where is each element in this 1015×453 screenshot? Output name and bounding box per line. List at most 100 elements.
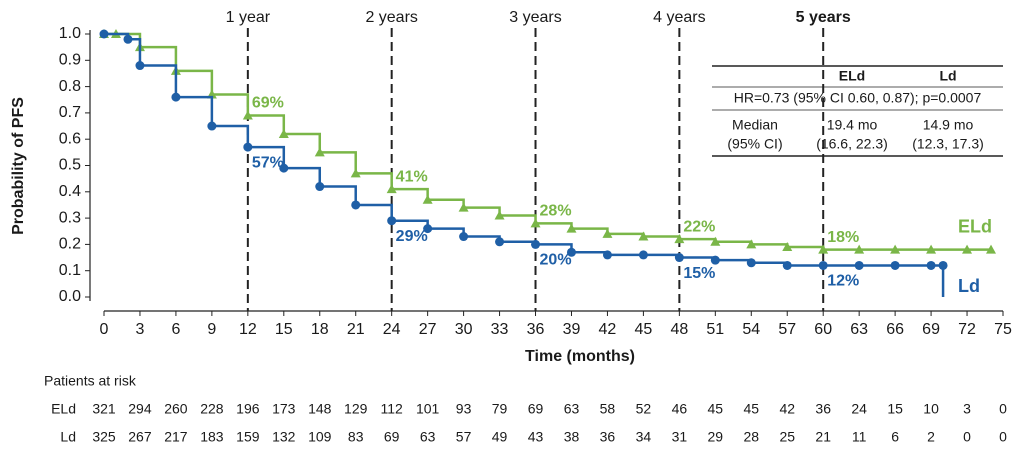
x-tick-label: 63 (850, 321, 868, 338)
x-tick-label: 12 (239, 321, 257, 338)
table-hr: HR=0.73 (95% CI 0.60, 0.87); p=0.0007 (734, 90, 982, 106)
series-label: Ld (958, 276, 980, 296)
censor-mark (962, 244, 973, 254)
at-risk-value: 10 (923, 401, 939, 417)
censor-mark (986, 244, 997, 254)
eld-milestone-value: 69% (252, 95, 284, 112)
x-tick-label: 30 (455, 321, 473, 338)
eld-milestone-value: 18% (827, 229, 859, 246)
at-risk-value: 260 (164, 401, 188, 417)
at-risk-value: 159 (236, 429, 260, 445)
censor-mark (854, 260, 864, 270)
x-axis-title: Time (months) (525, 348, 635, 365)
y-tick-label: 0.4 (59, 183, 81, 200)
at-risk-value: 3 (963, 401, 971, 417)
y-tick-label: 0.6 (59, 130, 81, 147)
y-tick-label: 0.7 (59, 104, 81, 121)
at-risk-value: 29 (708, 429, 724, 445)
at-risk-value: 132 (272, 429, 296, 445)
at-risk-value: 2 (927, 429, 935, 445)
table-cell: Median (732, 117, 778, 133)
at-risk-row-label: ELd (51, 401, 76, 417)
x-tick-label: 66 (886, 321, 904, 338)
y-tick-label: 1.0 (59, 25, 81, 42)
censor-mark (278, 128, 289, 138)
at-risk-value: 325 (92, 429, 116, 445)
censor-mark (710, 236, 721, 246)
censor-mark (926, 244, 937, 254)
y-tick-label: 0.8 (59, 78, 81, 95)
censor-mark (242, 110, 253, 120)
censor-mark (123, 34, 133, 44)
at-risk-value: 173 (272, 401, 296, 417)
censor-mark (243, 142, 253, 152)
at-risk-value: 36 (600, 429, 616, 445)
x-tick-label: 54 (742, 321, 760, 338)
at-risk-value: 36 (815, 401, 831, 417)
x-tick-label: 18 (311, 321, 329, 338)
table-cell: 19.4 mo (827, 117, 878, 133)
y-tick-label: 0.3 (59, 209, 81, 226)
at-risk-title: Patients at risk (44, 373, 137, 389)
at-risk-value: 217 (164, 429, 188, 445)
at-risk-value: 0 (963, 429, 971, 445)
y-axis-title: Probability of PFS (10, 97, 27, 235)
censor-mark (890, 244, 901, 254)
x-tick-label: 27 (419, 321, 437, 338)
at-risk-value: 25 (779, 429, 795, 445)
y-tick-label: 0.5 (59, 157, 81, 174)
milestone-label: 4 years (653, 9, 705, 26)
at-risk-row-label: Ld (60, 429, 76, 445)
table-cell: (95% CI) (727, 136, 782, 152)
censor-mark (207, 121, 217, 131)
x-tick-label: 36 (527, 321, 545, 338)
x-tick-label: 69 (922, 321, 940, 338)
at-risk-value: 294 (128, 401, 152, 417)
censor-mark (530, 218, 541, 228)
censor-mark (459, 232, 469, 242)
at-risk-value: 31 (672, 429, 688, 445)
at-risk-value: 112 (381, 401, 404, 417)
at-risk-value: 0 (999, 429, 1007, 445)
censor-mark (818, 260, 828, 270)
table-cell: (12.3, 17.3) (912, 136, 984, 152)
censor-mark (387, 216, 397, 226)
censor-mark (854, 244, 865, 254)
censor-mark (602, 250, 612, 260)
censor-mark (638, 250, 648, 260)
at-risk-value: 109 (308, 429, 332, 445)
eld-milestone-value: 22% (683, 218, 715, 235)
y-tick-label: 0.1 (59, 262, 81, 279)
at-risk-value: 15 (887, 401, 903, 417)
at-risk-value: 63 (420, 429, 436, 445)
x-tick-label: 24 (383, 321, 401, 338)
milestone-label: 3 years (509, 9, 561, 26)
censor-mark (938, 260, 948, 270)
at-risk-value: 45 (743, 401, 759, 417)
x-tick-label: 9 (207, 321, 216, 338)
milestone-label: 2 years (365, 9, 417, 26)
at-risk-value: 69 (528, 401, 544, 417)
at-risk-value: 83 (348, 429, 364, 445)
ld-milestone-value: 20% (540, 252, 572, 269)
censor-mark (135, 61, 145, 71)
at-risk-value: 57 (456, 429, 472, 445)
censor-mark (314, 147, 325, 157)
censor-mark (926, 260, 936, 270)
censor-mark (351, 200, 361, 210)
table-header: ELd (839, 68, 865, 84)
table-header: Ld (939, 68, 956, 84)
x-tick-label: 6 (171, 321, 180, 338)
censor-mark (674, 234, 685, 244)
km-curve (104, 32, 945, 297)
at-risk-value: 63 (564, 401, 580, 417)
at-risk-value: 79 (492, 401, 508, 417)
at-risk-value: 28 (743, 429, 759, 445)
x-tick-label: 45 (635, 321, 653, 338)
at-risk-value: 129 (344, 401, 368, 417)
censor-mark (782, 260, 792, 270)
censor-mark (638, 231, 649, 241)
y-tick-label: 0.2 (59, 236, 81, 253)
at-risk-value: 46 (672, 401, 688, 417)
x-tick-label: 21 (347, 321, 365, 338)
